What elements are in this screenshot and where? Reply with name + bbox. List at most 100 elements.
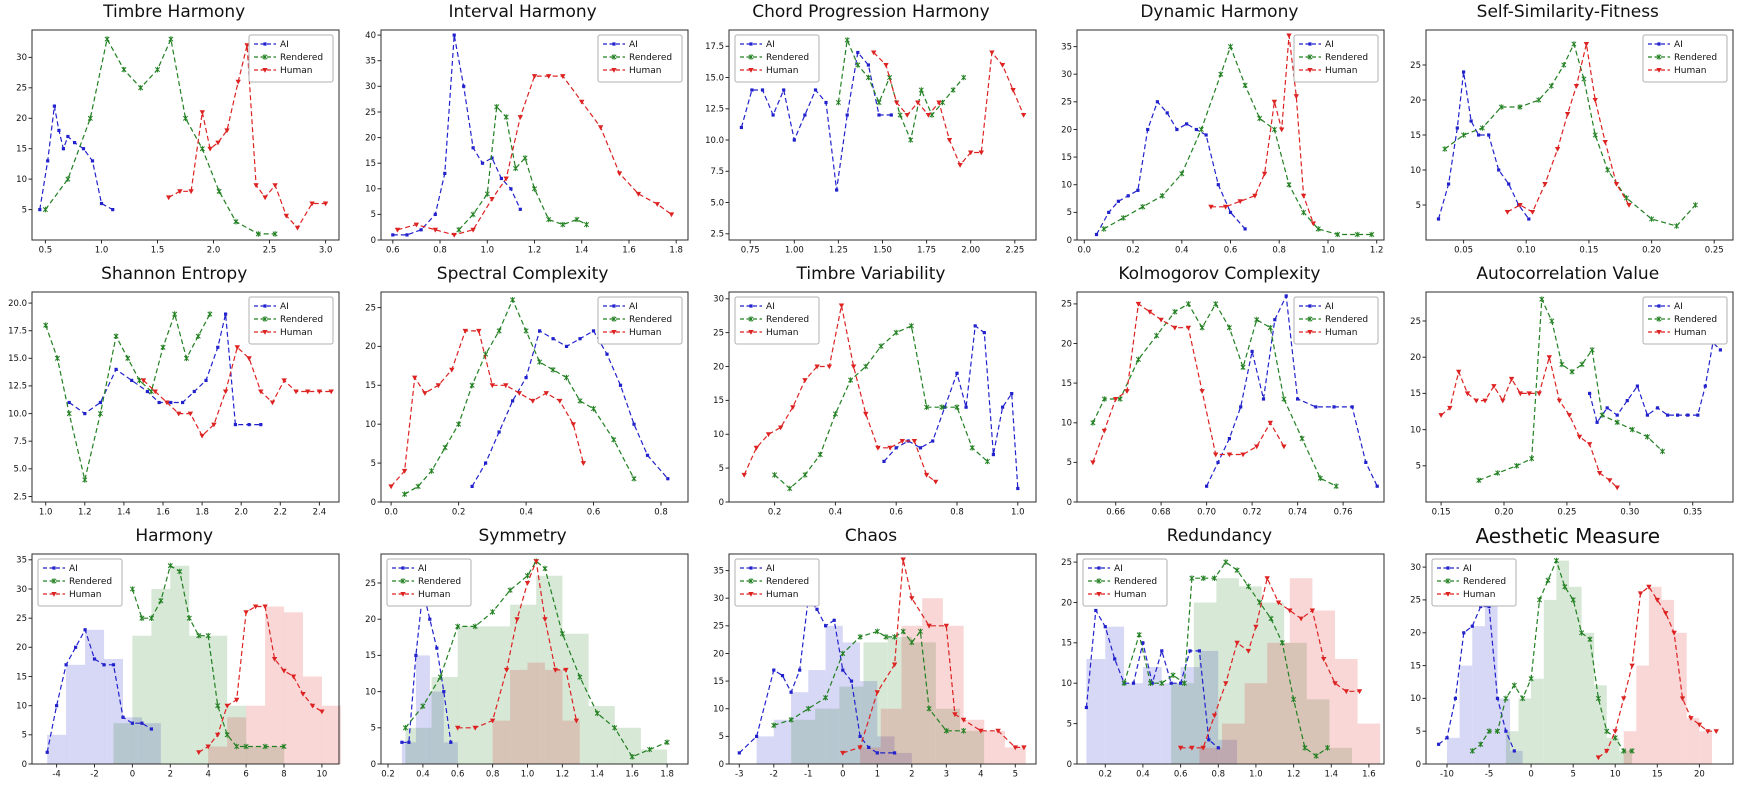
marker-star-icon (1140, 204, 1146, 210)
y-tick-label: 25 (713, 328, 724, 338)
marker-star-icon (893, 329, 899, 336)
marker-square-icon (1185, 122, 1189, 126)
hist-bar-human (1199, 747, 1223, 764)
marker-square-icon (834, 188, 839, 192)
marker-star-icon (1314, 753, 1320, 759)
marker-square-icon (754, 734, 759, 738)
marker-square-icon (1657, 304, 1661, 308)
marker-triangle-icon (1576, 434, 1582, 440)
hist-bar-ai (1162, 683, 1181, 764)
y-tick-label: 10 (713, 430, 724, 440)
hist-bar-human (1312, 610, 1336, 764)
marker-star-icon (1656, 54, 1662, 60)
marker-triangle-icon (1445, 592, 1451, 597)
y-tick-label: 5 (22, 205, 27, 215)
marker-triangle-icon (319, 709, 325, 715)
marker-triangle-icon (1272, 99, 1278, 105)
marker-triangle-icon (1713, 729, 1719, 734)
marker-triangle-icon (925, 113, 932, 118)
marker-triangle-icon (293, 389, 299, 395)
marker-star-icon (876, 99, 882, 106)
marker-square-icon (1350, 405, 1355, 409)
marker-star-icon (1519, 695, 1526, 702)
y-tick-label: 30 (1410, 563, 1421, 573)
marker-triangle-icon (1279, 127, 1285, 133)
marker-square-icon (1461, 631, 1466, 635)
marker-square-icon (749, 304, 753, 308)
marker-square-icon (1165, 111, 1170, 115)
marker-star-icon (262, 316, 268, 322)
marker-triangle-icon (850, 364, 857, 370)
marker-triangle-icon (224, 128, 230, 134)
marker-triangle-icon (1573, 84, 1579, 89)
hist-bar-rendered (791, 719, 816, 764)
plot-area: 0.2 0.4 0.6 0.8 1.0 1.2 1.4 1.6 1.8 0 5 10 15 20 25 AI R… (365, 553, 689, 780)
hist-bar-ai (1472, 626, 1485, 764)
chart-timbre-harmony: Timbre Harmony 0.5 1.0 1.5 2.0 2.5 3.0 5 10 15 20 2… (0, 0, 348, 262)
marker-triangle-icon (196, 750, 202, 756)
marker-star-icon (559, 221, 565, 228)
series-line-rendered (774, 325, 988, 490)
marker-star-icon (1659, 448, 1665, 455)
marker-square-icon (866, 63, 870, 67)
y-tick-label: 10 (365, 420, 376, 430)
marker-square-icon (537, 329, 541, 333)
marker-star-icon (509, 297, 515, 303)
marker-star-icon (1569, 368, 1575, 375)
x-tick-label: 1.0 (1011, 508, 1025, 518)
marker-star-icon (137, 377, 143, 384)
chart-title: Redundancy (1166, 526, 1273, 546)
marker-star-icon (1272, 126, 1278, 133)
marker-square-icon (1526, 217, 1531, 221)
marker-star-icon (926, 705, 932, 712)
x-tick-label: 1 (875, 770, 880, 780)
series-line-ai (1096, 100, 1246, 235)
y-tick-label: 5 (1415, 462, 1420, 472)
y-tick-label: 15.0 (8, 354, 27, 364)
marker-star-icon (1301, 209, 1307, 216)
series-line-ai (883, 324, 1019, 489)
marker-square-icon (204, 378, 208, 382)
hist-bar-human (1290, 578, 1313, 764)
marker-triangle-icon (1262, 171, 1268, 177)
legend-label: AI (629, 302, 638, 312)
y-tick-label: 25 (1062, 98, 1073, 108)
marker-square-icon (749, 566, 753, 570)
legend-label: AI (1674, 302, 1683, 312)
marker-star-icon (1494, 728, 1500, 734)
series-line-rendered (132, 564, 285, 748)
marker-square-icon (112, 663, 116, 667)
marker-square-icon (483, 461, 487, 465)
marker-square-icon (57, 128, 61, 132)
marker-square-icon (46, 159, 50, 163)
marker-star-icon (1442, 146, 1448, 152)
plot-area: -10 -5 0 5 10 15 20 0 5 10 15 20 25 30 AI Rendered Human (1410, 553, 1734, 780)
y-tick-label: 35 (365, 57, 376, 67)
marker-triangle-icon (1556, 398, 1562, 404)
marker-triangle-icon (580, 461, 586, 466)
marker-triangle-icon (960, 717, 967, 723)
marker-square-icon (390, 233, 394, 237)
y-tick-label: 20 (1410, 96, 1421, 106)
marker-star-icon (610, 437, 616, 443)
marker-square-icon (181, 400, 185, 405)
marker-square-icon (1204, 133, 1209, 137)
chart-title: Autocorrelation Value (1476, 264, 1660, 284)
marker-square-icon (824, 100, 828, 105)
marker-triangle-icon (413, 222, 419, 228)
marker-star-icon (1102, 396, 1108, 402)
marker-star-icon (835, 99, 841, 106)
hist-bar-human (860, 747, 881, 764)
series-line-human (743, 305, 937, 483)
marker-triangle-icon (211, 422, 217, 428)
marker-triangle-icon (1276, 600, 1282, 606)
x-tick-label: 5 (1570, 770, 1575, 780)
marker-triangle-icon (1252, 193, 1258, 199)
marker-triangle-icon (952, 712, 958, 718)
marker-star-icon (802, 472, 808, 478)
chart-timbre-variability: Timbre Variability 0.2 0.4 0.6 0.8 1.0 0 5 10 15 2… (697, 262, 1045, 524)
marker-star-icon (1179, 170, 1185, 177)
marker-square-icon (1314, 405, 1318, 409)
marker-triangle-icon (244, 43, 250, 48)
marker-star-icon (113, 333, 119, 339)
